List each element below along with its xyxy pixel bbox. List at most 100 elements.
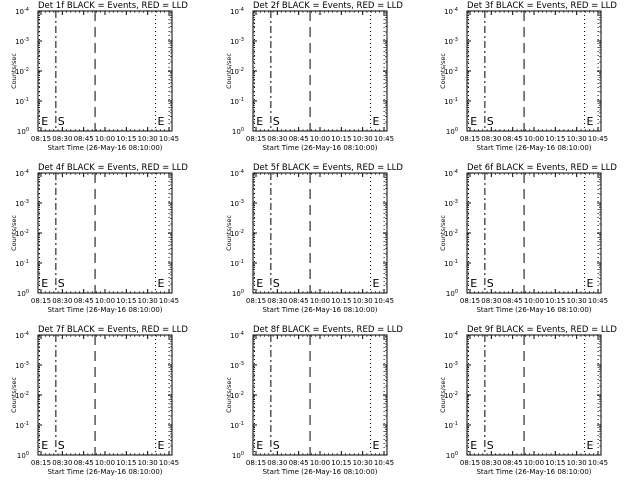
y-tick-exponent: -3	[24, 361, 29, 367]
annotation-label: E	[41, 115, 48, 128]
x-tick-label: 08:45	[74, 297, 94, 305]
annotation-label: E	[586, 439, 593, 452]
panel-3: Det 3f BLACK = Events, RED = LLD 100 10-1 1…	[439, 1, 617, 152]
annotation-label: S	[487, 277, 494, 290]
y-tick-exponent: -4	[453, 169, 458, 175]
y-axis-label: Counts/sec	[225, 215, 233, 251]
x-tick-label: 08:30	[481, 135, 501, 143]
plot-frame	[252, 10, 388, 132]
y-tick-exponent: -4	[24, 331, 29, 337]
y-axis-label: Counts/sec	[225, 53, 233, 89]
y-tick-label: 10-4	[230, 169, 244, 178]
plot-frame	[37, 10, 173, 132]
y-axis-label: Counts/sec	[439, 377, 447, 413]
y-tick-exponent: -3	[453, 361, 458, 367]
annotation-label: E	[157, 439, 164, 452]
x-axis-label: Start Time (26-May-16 08:10:00)	[476, 468, 591, 476]
x-tick-label: 08:30	[52, 297, 72, 305]
y-tick-exponent: -2	[239, 229, 244, 235]
y-tick-exponent: -2	[24, 229, 29, 235]
y-tick-exponent: -2	[453, 229, 458, 235]
y-tick-label: 10-3	[15, 37, 29, 46]
y-tick-exponent: -3	[239, 199, 244, 205]
y-tick-exponent: -4	[24, 169, 29, 175]
x-tick-label: 10:15	[331, 459, 351, 467]
x-tick-label: 10:15	[116, 297, 136, 305]
panel-title: Det 6f BLACK = Events, RED = LLD	[467, 163, 617, 173]
x-tick-label: 08:15	[246, 459, 266, 467]
panel-title: Det 5f BLACK = Events, RED = LLD	[253, 163, 403, 173]
y-tick-exponent: -1	[453, 97, 458, 103]
x-tick-label: 08:15	[460, 297, 480, 305]
y-tick-label: 10-2	[15, 229, 29, 238]
y-tick-label: 10-4	[15, 331, 29, 340]
annotation-label: E	[470, 115, 477, 128]
y-tick-exponent: -3	[239, 361, 244, 367]
panel-title: Det 9f BLACK = Events, RED = LLD	[467, 325, 617, 335]
annotation-label: S	[58, 439, 65, 452]
panel-8: Det 8f BLACK = Events, RED = LLD 100 10-1 1…	[225, 325, 403, 476]
y-tick-exponent: -1	[24, 421, 29, 427]
y-tick-exponent: -4	[239, 331, 244, 337]
panel-4: Det 4f BLACK = Events, RED = LLD 100 10-1 1…	[10, 163, 188, 314]
annotation-label: E	[256, 439, 263, 452]
y-tick-exponent: -2	[453, 391, 458, 397]
x-tick-label: 10:00	[95, 459, 115, 467]
x-tick-label: 10:30	[138, 459, 158, 467]
y-axis-label: Counts/sec	[10, 53, 18, 89]
y-tick-label: 100	[446, 451, 458, 460]
y-tick-label: 10-1	[444, 259, 458, 268]
y-axis-label: Counts/sec	[10, 215, 18, 251]
y-tick-exponent: -3	[24, 37, 29, 43]
x-tick-label: 10:00	[524, 135, 544, 143]
panel-7: Det 7f BLACK = Events, RED = LLD 100 10-1 1…	[10, 325, 188, 476]
y-tick-label: 10-2	[15, 67, 29, 76]
y-tick-label: 10-1	[230, 421, 244, 430]
x-tick-label: 10:45	[159, 135, 179, 143]
plot-frame	[252, 334, 388, 456]
panel-title: Det 8f BLACK = Events, RED = LLD	[253, 325, 403, 335]
x-tick-label: 08:30	[52, 135, 72, 143]
y-tick-label: 10-3	[15, 199, 29, 208]
x-tick-label: 10:00	[95, 135, 115, 143]
x-tick-label: 10:45	[374, 297, 394, 305]
y-tick-label: 10-2	[444, 229, 458, 238]
panel-2: Det 2f BLACK = Events, RED = LLD 100 10-1 1…	[225, 1, 403, 152]
y-tick-exponent: 0	[241, 127, 244, 133]
y-tick-label: 100	[232, 289, 244, 298]
y-tick-exponent: 0	[26, 451, 29, 457]
x-axis-label: Start Time (26-May-16 08:10:00)	[476, 306, 591, 314]
y-tick-label: 10-3	[230, 37, 244, 46]
x-tick-label: 08:45	[74, 135, 94, 143]
y-tick-exponent: 0	[26, 127, 29, 133]
annotation-label: S	[487, 439, 494, 452]
y-tick-label: 10-4	[15, 7, 29, 16]
x-tick-label: 08:45	[289, 459, 309, 467]
y-tick-label: 10-2	[230, 67, 244, 76]
y-tick-exponent: -1	[239, 421, 244, 427]
x-tick-label: 10:00	[524, 459, 544, 467]
y-tick-exponent: -4	[24, 7, 29, 13]
y-tick-label: 10-2	[230, 229, 244, 238]
panel-5: Det 5f BLACK = Events, RED = LLD 100 10-1 1…	[225, 163, 403, 314]
y-tick-exponent: -2	[239, 67, 244, 73]
annotation-label: S	[273, 439, 280, 452]
plot-frame	[37, 334, 173, 456]
x-tick-label: 08:45	[74, 459, 94, 467]
y-tick-label: 10-4	[230, 7, 244, 16]
plot-frame	[252, 172, 388, 294]
x-tick-label: 10:45	[588, 459, 608, 467]
annotation-label: E	[470, 439, 477, 452]
x-tick-label: 10:00	[524, 297, 544, 305]
y-tick-label: 10-2	[15, 391, 29, 400]
panel-6: Det 6f BLACK = Events, RED = LLD 100 10-1 1…	[439, 163, 617, 314]
y-tick-label: 10-1	[15, 421, 29, 430]
y-tick-exponent: -2	[239, 391, 244, 397]
y-tick-exponent: 0	[241, 289, 244, 295]
annotation-label: E	[586, 115, 593, 128]
x-tick-label: 10:30	[567, 459, 587, 467]
panel-title: Det 7f BLACK = Events, RED = LLD	[38, 325, 188, 335]
x-tick-label: 10:45	[588, 135, 608, 143]
plot-frame	[466, 172, 602, 294]
